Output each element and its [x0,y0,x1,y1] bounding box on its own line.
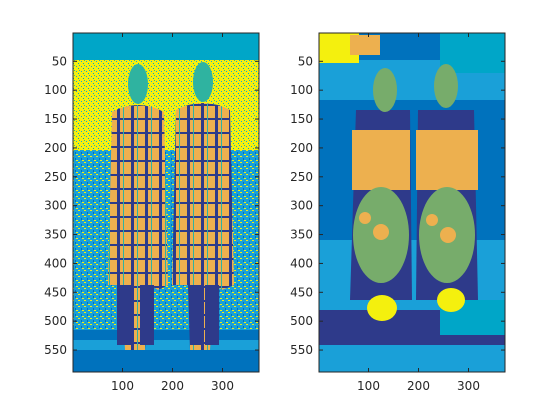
left-ytick-label: 150 [44,112,67,126]
right-ytick-label: 200 [290,141,313,155]
right-figure-a [350,68,412,321]
right-xtick-label: 300 [457,379,480,393]
left-xtick-label: 100 [111,379,134,393]
left-ytick-label: 400 [44,256,67,270]
left-figure-b [172,62,234,350]
left-axes-frame [72,32,260,373]
left-image [73,33,259,372]
axes-layer: 100 200 300 50 100 150 200 250 300 350 400 450 500 55… [44,32,506,393]
left-figure-a [108,64,168,350]
left-xtick-label: 200 [161,379,184,393]
right-image [319,33,505,372]
right-ytick-label: 250 [290,170,313,184]
left-ytick-label: 500 [44,314,67,328]
right-figure-b [416,64,478,312]
right-ytick-label: 450 [290,285,313,299]
left-ytick-label: 450 [44,285,67,299]
right-axes-frame [318,32,506,373]
right-ytick-label: 300 [290,199,313,213]
right-ytick-label: 550 [290,343,313,357]
left-ytick-label: 100 [44,83,67,97]
right-xtick-label: 200 [407,379,430,393]
right-ytick-label: 500 [290,314,313,328]
left-ytick-label: 550 [44,343,67,357]
left-ytick-label: 250 [44,170,67,184]
left-ytick-label: 200 [44,141,67,155]
right-xtick-label: 100 [357,379,380,393]
right-ytick-label: 350 [290,228,313,242]
left-ytick-label: 50 [52,54,67,68]
right-ytick-label: 150 [290,112,313,126]
left-ytick-label: 300 [44,199,67,213]
left-xtick-label: 300 [211,379,234,393]
right-ytick-label: 50 [298,54,313,68]
right-ytick-label: 100 [290,83,313,97]
left-ytick-label: 350 [44,228,67,242]
right-ytick-label: 400 [290,256,313,270]
